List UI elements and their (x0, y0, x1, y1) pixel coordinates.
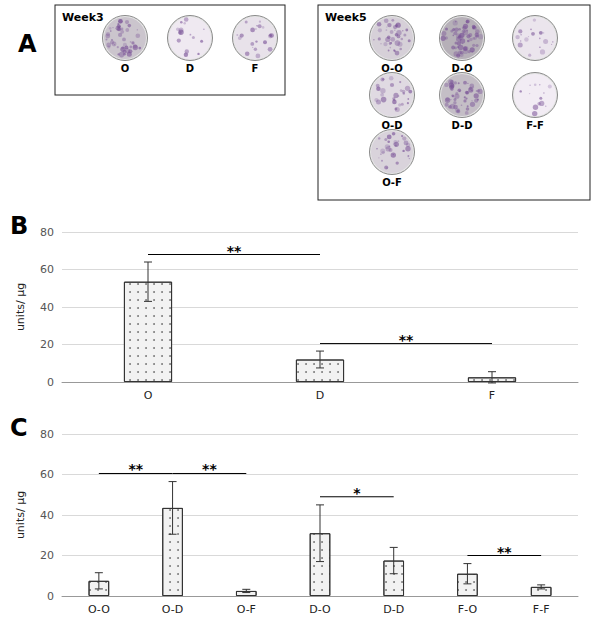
svg-text:D: D (316, 389, 324, 402)
svg-text:F: F (252, 63, 259, 74)
svg-text:O: O (121, 63, 130, 74)
html-text:A: A (18, 30, 37, 58)
svg-text:80: 80 (40, 226, 54, 239)
svg-text:F: F (489, 389, 495, 402)
svg-text:O-D: O-D (162, 603, 183, 616)
svg-text:**: ** (128, 461, 143, 477)
svg-text:**: ** (227, 243, 242, 259)
svg-text:O-D: O-D (381, 120, 403, 131)
svg-text:D-O: D-O (309, 603, 331, 616)
svg-text:60: 60 (40, 263, 54, 276)
svg-text:units/ µg: units/ µg (14, 283, 27, 331)
svg-text:Week5: Week5 (325, 11, 367, 24)
svg-text:F-F: F-F (533, 603, 550, 616)
svg-text:O-O: O-O (381, 63, 403, 74)
svg-text:units/ µg: units/ µg (14, 491, 27, 539)
svg-text:**: ** (399, 332, 414, 348)
svg-text:*: * (353, 485, 361, 501)
svg-text:F-O: F-O (458, 603, 478, 616)
svg-text:**: ** (497, 544, 512, 560)
svg-text:F-F: F-F (526, 120, 544, 131)
svg-text:20: 20 (40, 338, 54, 351)
svg-text:80: 80 (40, 428, 54, 441)
html-text:C: C (10, 414, 28, 442)
svg-text:O-F: O-F (237, 603, 256, 616)
svg-text:60: 60 (40, 468, 54, 481)
svg-text:O: O (144, 389, 153, 402)
svg-text:O-F: O-F (382, 177, 402, 188)
svg-text:20: 20 (40, 549, 54, 562)
svg-text:D-O: D-O (451, 63, 473, 74)
svg-text:40: 40 (40, 301, 54, 314)
svg-text:D-D: D-D (452, 120, 473, 131)
svg-text:0: 0 (47, 376, 54, 389)
svg-text:40: 40 (40, 509, 54, 522)
svg-text:D: D (186, 63, 194, 74)
svg-text:D-D: D-D (383, 603, 404, 616)
svg-text:O-O: O-O (88, 603, 110, 616)
svg-text:Week3: Week3 (62, 11, 104, 24)
svg-text:0: 0 (47, 590, 54, 603)
svg-text:**: ** (202, 461, 217, 477)
html-text:B: B (10, 212, 29, 240)
